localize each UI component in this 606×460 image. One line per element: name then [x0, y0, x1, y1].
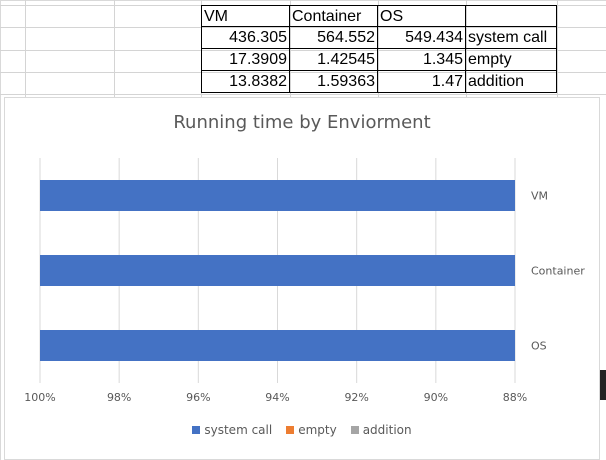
x-tick-label: 100% [24, 391, 55, 404]
chart-area[interactable]: Running time by Enviorment 100% 98% 96% 94%… [4, 97, 600, 460]
cell-os[interactable]: 549.434 [378, 27, 466, 49]
x-tick-label: 94% [265, 391, 289, 404]
legend-item: empty [286, 423, 337, 437]
cell-vm[interactable]: 436.305 [201, 27, 290, 49]
cell-label[interactable]: system call [466, 27, 557, 49]
cell-vm[interactable]: 13.8382 [201, 71, 290, 93]
legend-swatch-system-call [192, 426, 201, 434]
legend-label: addition [362, 423, 412, 437]
cell-os[interactable]: 1.345 [378, 49, 466, 71]
header-os[interactable]: OS [378, 5, 466, 27]
legend-label: empty [298, 423, 337, 437]
x-tick-label: 90% [424, 391, 448, 404]
cell-container[interactable]: 564.552 [290, 27, 378, 49]
legend-swatch-addition [350, 426, 359, 434]
bar-segment [40, 330, 515, 361]
chart-plot: 100% 98% 96% 94% 92% 90% 88% VM Container OS [24, 158, 585, 404]
cell-vm[interactable]: 17.3909 [201, 49, 290, 71]
cell-label[interactable]: addition [466, 71, 557, 93]
x-tick-label: 98% [107, 391, 131, 404]
cell-label[interactable]: empty [466, 49, 557, 71]
header-label[interactable] [466, 5, 557, 27]
bar-segment [40, 255, 515, 286]
legend-item: system call [192, 423, 272, 437]
header-container[interactable]: Container [290, 5, 378, 27]
category-label: VM [531, 190, 548, 203]
bar-segment [40, 180, 515, 211]
cell-container[interactable]: 1.42545 [290, 49, 378, 71]
cell-os[interactable]: 1.47 [378, 71, 466, 93]
x-tick-label: 88% [503, 391, 527, 404]
header-vm[interactable]: VM [201, 5, 290, 27]
category-label: OS [531, 340, 547, 353]
legend-item: addition [350, 423, 412, 437]
legend-label: system call [204, 423, 273, 437]
window-edge [600, 370, 606, 400]
category-label: Container [531, 265, 585, 278]
chart-legend: system call empty addition [5, 423, 599, 437]
x-tick-label: 92% [344, 391, 368, 404]
chart-title: Running time by Enviorment [173, 112, 431, 133]
cell-container[interactable]: 1.59363 [290, 71, 378, 93]
legend-swatch-empty [286, 426, 295, 434]
x-tick-label: 96% [186, 391, 210, 404]
